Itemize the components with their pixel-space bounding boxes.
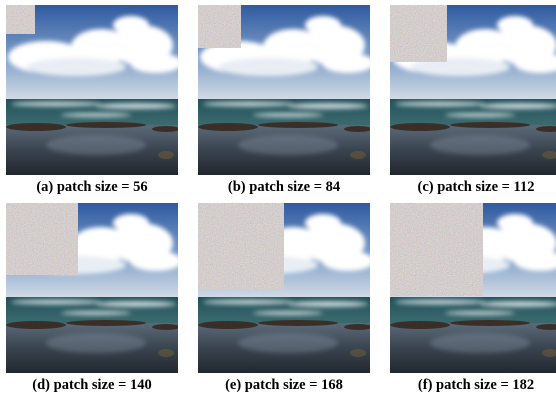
caption: (d) patch size = 140 [32, 377, 151, 393]
adversarial-patch [390, 5, 447, 62]
panel: (d) patch size = 140 [6, 203, 182, 393]
adversarial-patch [198, 203, 284, 289]
page: (a) patch size = 56 (b) patch size = 84 (c… [0, 0, 556, 396]
caption: (a) patch size = 56 [36, 179, 147, 195]
panel: (a) patch size = 56 [6, 5, 182, 195]
caption: (f) patch size = 182 [418, 377, 534, 393]
caption: (e) patch size = 168 [225, 377, 343, 393]
panel: (c) patch size = 112 [390, 5, 556, 195]
adversarial-patch [6, 203, 78, 275]
panel: (b) patch size = 84 [198, 5, 374, 195]
caption: (c) patch size = 112 [418, 179, 535, 195]
adversarial-patch [6, 5, 35, 34]
adversarial-patch [198, 5, 241, 48]
figure: (a) patch size = 56 (b) patch size = 84 (c… [0, 0, 556, 396]
adversarial-patch [390, 203, 483, 296]
panel: (e) patch size = 168 [198, 203, 374, 393]
caption: (b) patch size = 84 [228, 179, 340, 195]
panel: (f) patch size = 182 [390, 203, 556, 393]
